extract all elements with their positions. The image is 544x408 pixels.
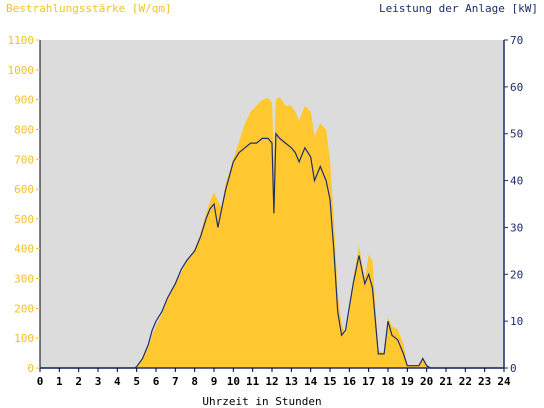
x-tick-label: 18 bbox=[381, 375, 394, 388]
y-left-tick-label: 100 bbox=[14, 332, 34, 345]
right-axis-title: Leistung der Anlage [kW] bbox=[379, 2, 538, 15]
y-left-tick-label: 800 bbox=[14, 123, 34, 136]
x-tick-label: 21 bbox=[439, 375, 453, 388]
x-tick-label: 2 bbox=[75, 375, 82, 388]
y-left-tick-label: 500 bbox=[14, 213, 34, 226]
y-right-tick-label: 50 bbox=[510, 128, 523, 141]
x-tick-label: 22 bbox=[459, 375, 472, 388]
y-right-tick-label: 0 bbox=[510, 362, 517, 375]
x-tick-label: 16 bbox=[343, 375, 357, 388]
y-left-tick-label: 400 bbox=[14, 243, 34, 256]
x-tick-label: 23 bbox=[478, 375, 491, 388]
y-right-tick-label: 10 bbox=[510, 315, 523, 328]
y-left-tick-label: 1000 bbox=[8, 64, 35, 77]
y-left-tick-label: 1100 bbox=[8, 34, 35, 47]
x-tick-label: 9 bbox=[211, 375, 218, 388]
x-tick-label: 5 bbox=[133, 375, 140, 388]
y-left-tick-label: 900 bbox=[14, 94, 34, 107]
x-tick-label: 3 bbox=[95, 375, 102, 388]
y-left-tick-label: 0 bbox=[27, 362, 34, 375]
x-tick-label: 7 bbox=[172, 375, 179, 388]
y-left-tick-label: 200 bbox=[14, 302, 34, 315]
x-tick-label: 24 bbox=[497, 375, 511, 388]
y-right-tick-label: 40 bbox=[510, 175, 523, 188]
x-tick-label: 20 bbox=[420, 375, 433, 388]
x-tick-label: 17 bbox=[362, 375, 375, 388]
x-tick-label: 6 bbox=[153, 375, 160, 388]
ticks-layer: 0100200300400500600700800900100011000102… bbox=[8, 34, 524, 388]
y-left-tick-label: 700 bbox=[14, 153, 34, 166]
y-left-tick-label: 600 bbox=[14, 183, 34, 196]
x-tick-label: 12 bbox=[265, 375, 278, 388]
y-right-tick-label: 60 bbox=[510, 81, 523, 94]
x-tick-label: 11 bbox=[246, 375, 260, 388]
y-left-tick-label: 300 bbox=[14, 273, 34, 286]
x-tick-label: 14 bbox=[304, 375, 318, 388]
x-tick-label: 15 bbox=[323, 375, 336, 388]
y-right-tick-label: 20 bbox=[510, 268, 523, 281]
x-tick-label: 13 bbox=[285, 375, 298, 388]
x-tick-label: 4 bbox=[114, 375, 121, 388]
x-tick-label: 0 bbox=[37, 375, 44, 388]
left-axis-title: Bestrahlungsstärke [W/qm] bbox=[6, 2, 172, 15]
series-layer bbox=[40, 96, 504, 369]
x-axis-title: Uhrzeit in Stunden bbox=[202, 395, 321, 408]
x-tick-label: 10 bbox=[227, 375, 240, 388]
irradiance-area bbox=[40, 96, 504, 368]
x-tick-label: 1 bbox=[56, 375, 63, 388]
x-tick-label: 19 bbox=[401, 375, 414, 388]
x-tick-label: 8 bbox=[191, 375, 198, 388]
power-line bbox=[40, 132, 504, 369]
y-right-tick-label: 30 bbox=[510, 221, 523, 234]
y-right-tick-label: 70 bbox=[510, 34, 523, 47]
